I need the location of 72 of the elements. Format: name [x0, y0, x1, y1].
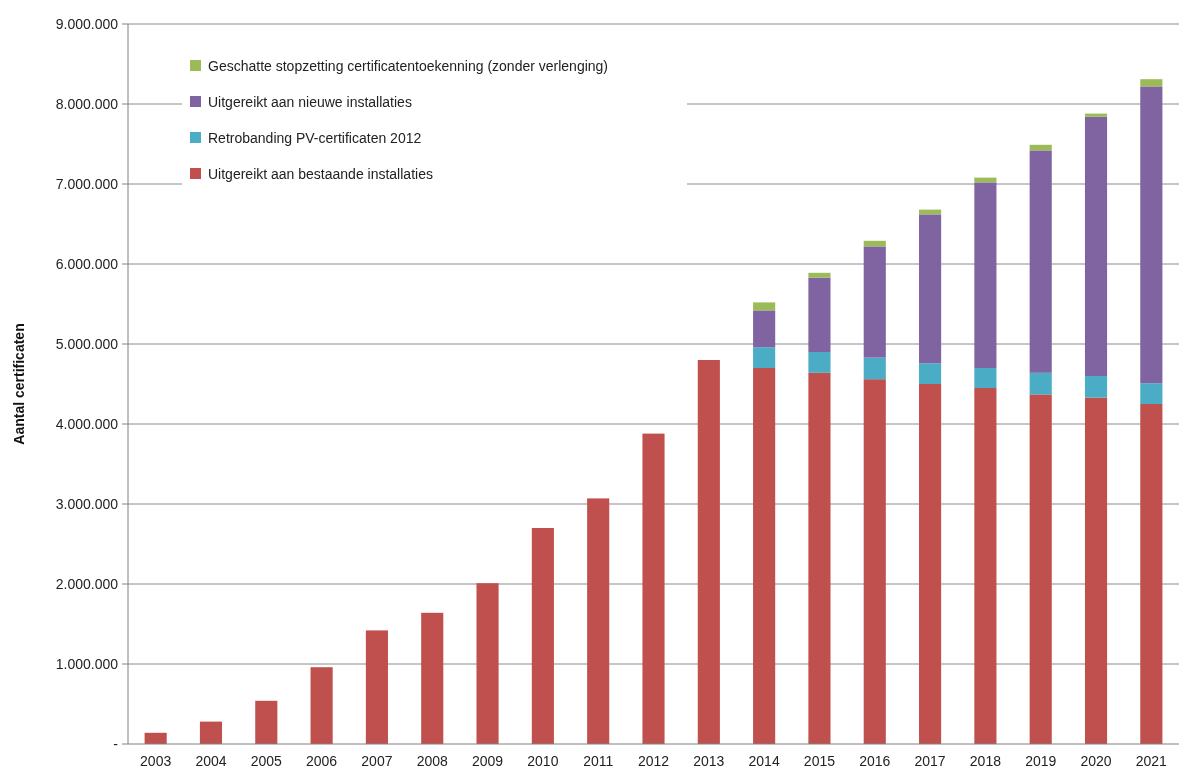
- bar: [808, 372, 831, 744]
- bar: [199, 721, 223, 744]
- y-tick-label: 4.000.000: [55, 415, 119, 432]
- x-tick-label: 2008: [416, 753, 449, 769]
- bar: [863, 379, 886, 744]
- x-tick-label: 2019: [1025, 753, 1057, 769]
- bar: [753, 347, 776, 368]
- bar: [1084, 113, 1108, 117]
- x-tick-label: 2015: [803, 753, 836, 769]
- y-tick-label: 2.000.000: [55, 575, 119, 592]
- x-tick-label: 2007: [361, 753, 393, 769]
- bar: [974, 368, 997, 388]
- bar: [753, 302, 776, 311]
- x-tick-label: 2010: [527, 753, 559, 769]
- y-tick-label: 8.000.000: [55, 95, 119, 112]
- bar: [863, 246, 886, 358]
- bar: [974, 388, 997, 744]
- bar: [421, 612, 444, 744]
- x-tick-label: 2013: [693, 753, 725, 769]
- y-tick-label: 1.000.000: [55, 655, 119, 672]
- x-tick-label: 2009: [471, 753, 504, 769]
- y-tick-label: 5.000.000: [55, 335, 119, 352]
- y-tick-label: 7.000.000: [55, 175, 119, 192]
- bar: [476, 583, 499, 744]
- bar: [808, 277, 831, 352]
- x-tick-label: 2004: [195, 753, 227, 769]
- bar: [1084, 397, 1108, 744]
- bar: [1140, 86, 1163, 384]
- y-tick-label: 3.000.000: [55, 495, 119, 512]
- x-tick-label: 2018: [969, 753, 1002, 769]
- bar: [1029, 372, 1052, 395]
- bar: [1029, 150, 1052, 373]
- bar: [1140, 383, 1163, 404]
- bar: [808, 272, 831, 278]
- bar: [1140, 404, 1163, 744]
- bar: [531, 528, 554, 744]
- bar: [753, 368, 776, 744]
- bar: [1140, 79, 1163, 87]
- legend-label: Retrobanding PV-certificaten 2012: [208, 129, 422, 146]
- x-tick-label: 2021: [1135, 753, 1168, 769]
- y-tick-label: 9.000.000: [55, 15, 119, 32]
- bar: [310, 667, 333, 744]
- bar: [919, 384, 942, 744]
- bar: [753, 310, 776, 348]
- x-tick-label: 2012: [637, 753, 670, 769]
- bar: [974, 182, 997, 368]
- bar: [365, 630, 388, 744]
- bar: [697, 360, 720, 744]
- legend-label: Uitgereikt aan nieuwe installaties: [208, 93, 412, 110]
- bar: [587, 498, 610, 744]
- legend-label: Geschatte stopzetting certificatentoekenning (zonder verlenging): [208, 57, 609, 74]
- bar: [1084, 116, 1108, 376]
- x-tick-label: 2020: [1080, 753, 1112, 769]
- bar: [919, 214, 942, 364]
- x-tick-label: 2014: [748, 753, 780, 769]
- bar: [1084, 376, 1108, 398]
- bar: [255, 700, 278, 744]
- bar: [642, 433, 665, 744]
- x-tick-label: 2006: [306, 753, 338, 769]
- bar: [1029, 394, 1052, 744]
- bar: [863, 357, 886, 380]
- x-tick-label: 2005: [250, 753, 283, 769]
- bar: [919, 363, 942, 384]
- x-tick-label: 2017: [914, 753, 946, 769]
- y-tick-label: 6.000.000: [55, 255, 119, 272]
- y-axis-title: Aantal certificaten: [11, 323, 27, 445]
- bar: [808, 352, 831, 373]
- y-tick-label: -: [113, 735, 119, 752]
- x-tick-label: 2011: [583, 753, 614, 769]
- x-tick-label: 2003: [140, 753, 172, 769]
- x-tick-label: 2016: [859, 753, 891, 769]
- legend-label: Uitgereikt aan bestaande installaties: [208, 165, 433, 182]
